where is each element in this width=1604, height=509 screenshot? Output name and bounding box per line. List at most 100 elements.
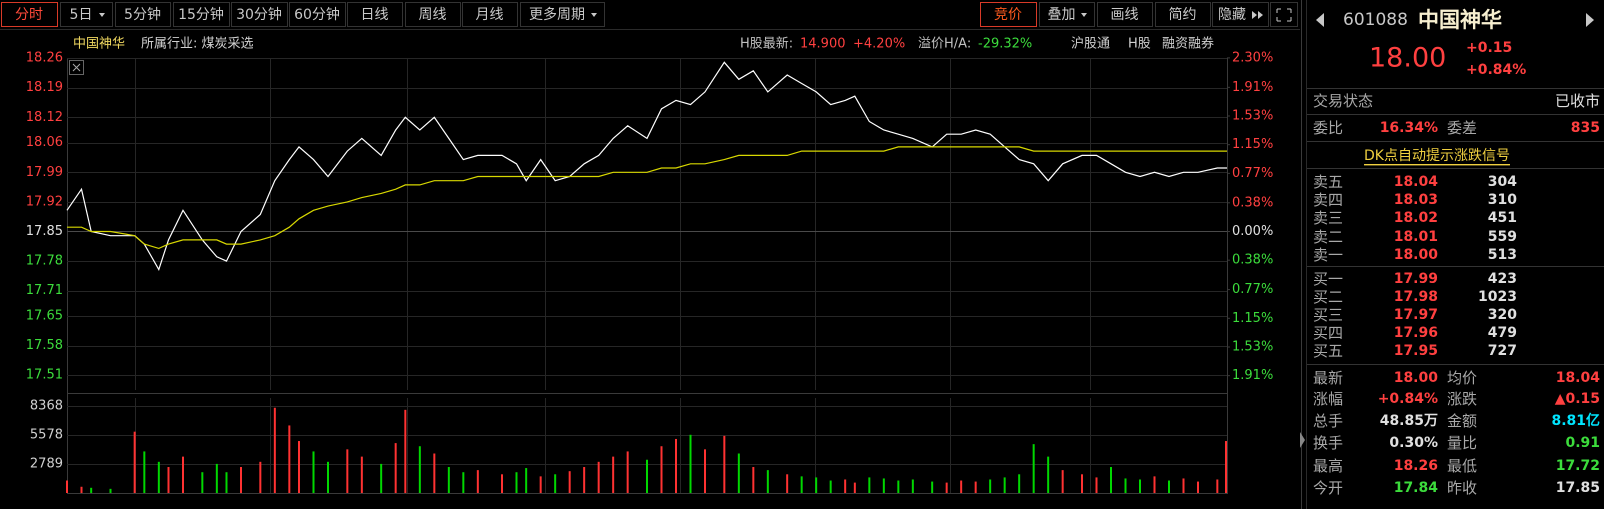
y-tick-label: 17.85 (26, 224, 63, 239)
prev-stock[interactable] (1316, 13, 1324, 27)
info-link[interactable]: H股 (1128, 37, 1151, 52)
y-tick-label: 17.51 (26, 368, 63, 383)
y-tick-label: 17.99 (26, 165, 63, 180)
tab[interactable] (289, 2, 346, 27)
tab[interactable] (462, 2, 518, 27)
last-price: 18.00 (1369, 43, 1446, 74)
volume-bar (989, 479, 992, 493)
volume-bar (476, 470, 479, 493)
volume-bar (1182, 478, 1185, 493)
book-volume: 559 (1488, 229, 1517, 245)
hide-arrows (1252, 11, 1263, 19)
tab[interactable] (405, 2, 461, 27)
tab[interactable] (347, 2, 403, 27)
y-tick-label: 17.92 (26, 194, 63, 209)
volume-bar (1124, 478, 1127, 493)
tab[interactable] (520, 2, 605, 27)
book-price: 18.02 (1394, 210, 1438, 226)
industry: 所属行业: 煤炭采选 (141, 37, 254, 52)
tab[interactable] (1, 2, 58, 27)
book-price: 17.97 (1394, 307, 1438, 323)
book-label: 买二 (1313, 288, 1343, 306)
tab-label: 60分钟 (294, 6, 340, 23)
ratio: 16.34% (1380, 120, 1438, 136)
next-stock[interactable] (1586, 13, 1594, 27)
y2-tick-label: 1.91% (1232, 368, 1273, 383)
volume-bar (380, 463, 383, 493)
dropdown-arrow (591, 13, 597, 17)
volume-bar (167, 467, 170, 493)
diff-label: 委差 (1447, 119, 1477, 137)
stat-value: 17.84 (1394, 480, 1439, 496)
volume-bar (1153, 476, 1156, 493)
volume-bar (90, 487, 93, 493)
tab-label: 周线 (419, 7, 447, 23)
h-share-price: 14.900 (800, 37, 846, 52)
stat-value: 18.00 (1394, 370, 1439, 386)
y2-tick-label: 1.53% (1232, 109, 1273, 124)
tab[interactable] (115, 2, 171, 27)
y2-tick-label: 0.77% (1232, 282, 1273, 297)
volume-bar (462, 472, 465, 493)
volume-bar (660, 446, 663, 493)
volume-bar (1168, 480, 1170, 493)
volume-bar (931, 481, 934, 493)
volume-bar (109, 488, 112, 493)
y-tick-label: 18.12 (26, 110, 63, 125)
tab-label: 画线 (1111, 7, 1139, 23)
premium: -29.32% (978, 37, 1032, 52)
tab[interactable] (231, 2, 288, 27)
y-tick-label: 18.06 (26, 135, 63, 150)
book-label: 买五 (1313, 342, 1343, 360)
info-link[interactable]: 沪股通 (1071, 36, 1110, 52)
book-price: 18.04 (1394, 174, 1439, 190)
dropdown-arrow (1081, 13, 1087, 17)
volume-bar (133, 431, 136, 493)
y2-tick-label: 0.77% (1232, 166, 1273, 181)
y2-tick-label: 1.91% (1232, 80, 1273, 95)
volume-bar (501, 474, 503, 493)
volume-bar (225, 472, 228, 493)
close-icon (72, 63, 81, 72)
book-label: 卖五 (1313, 173, 1343, 191)
book-price: 18.03 (1394, 192, 1438, 208)
stat-label: 金额 (1447, 412, 1477, 430)
volume-bar (646, 459, 648, 493)
tab[interactable] (980, 2, 1037, 27)
average-line (67, 146, 1227, 250)
tab[interactable] (1097, 2, 1153, 27)
book-price: 18.00 (1394, 247, 1439, 263)
stat-value: 17.72 (1556, 458, 1600, 474)
book-price: 17.95 (1394, 343, 1438, 359)
volume-bar (240, 467, 242, 493)
volume-bar (853, 482, 856, 493)
volume-bar (394, 443, 397, 493)
volume-bar (1032, 444, 1035, 493)
stat-label: 涨幅 (1313, 390, 1343, 408)
stat-value: 0.30% (1389, 435, 1438, 451)
tab-label: 竞价 (994, 6, 1022, 23)
book-volume: 304 (1488, 174, 1517, 190)
info-link[interactable]: 融资融券 (1162, 36, 1214, 52)
tab-label: 5分钟 (124, 6, 161, 23)
tab[interactable] (1212, 2, 1269, 27)
tab[interactable] (1155, 2, 1211, 27)
tab[interactable] (173, 2, 230, 27)
signal-link[interactable]: DK点自动提示涨跌信号 (1364, 148, 1510, 164)
tab-label: 日线 (361, 7, 389, 23)
volume-bar (447, 467, 450, 493)
close-box[interactable] (69, 60, 84, 75)
expand-icon (1276, 8, 1292, 22)
volume-bar (960, 480, 963, 493)
expand-button[interactable] (1270, 2, 1298, 27)
volume-bar (800, 476, 803, 493)
tab-label: 月线 (476, 7, 504, 23)
collapse-handle[interactable] (1300, 432, 1305, 448)
book-label: 卖四 (1313, 191, 1343, 209)
volume-bar (66, 480, 68, 493)
volume-bar (554, 474, 557, 493)
volume-bar (201, 472, 204, 493)
tab-label: 隐藏 (1218, 7, 1246, 23)
y2-tick-label: 1.15% (1232, 137, 1273, 152)
